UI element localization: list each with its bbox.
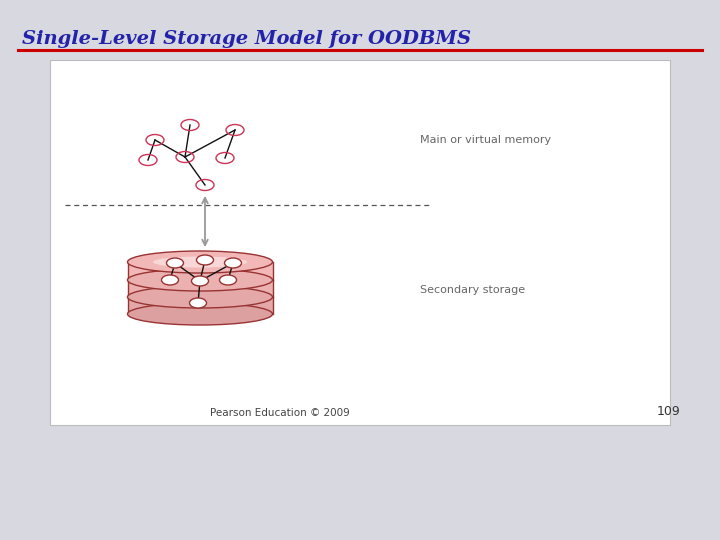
- Ellipse shape: [127, 286, 272, 308]
- Ellipse shape: [166, 258, 184, 268]
- Ellipse shape: [197, 255, 214, 265]
- Ellipse shape: [127, 269, 272, 291]
- Ellipse shape: [153, 256, 247, 267]
- Ellipse shape: [161, 275, 179, 285]
- Text: Single-Level Storage Model for OODBMS: Single-Level Storage Model for OODBMS: [22, 30, 471, 48]
- Text: 109: 109: [656, 405, 680, 418]
- Ellipse shape: [127, 251, 272, 273]
- Ellipse shape: [189, 298, 207, 308]
- Bar: [127, 297, 272, 314]
- Text: Pearson Education © 2009: Pearson Education © 2009: [210, 408, 350, 418]
- Ellipse shape: [220, 275, 236, 285]
- Text: Main or virtual memory: Main or virtual memory: [420, 135, 551, 145]
- Ellipse shape: [192, 276, 209, 286]
- Ellipse shape: [127, 303, 272, 325]
- FancyBboxPatch shape: [50, 60, 670, 425]
- Bar: [127, 262, 272, 280]
- Ellipse shape: [225, 258, 241, 268]
- Text: Secondary storage: Secondary storage: [420, 285, 525, 295]
- Bar: [127, 280, 272, 297]
